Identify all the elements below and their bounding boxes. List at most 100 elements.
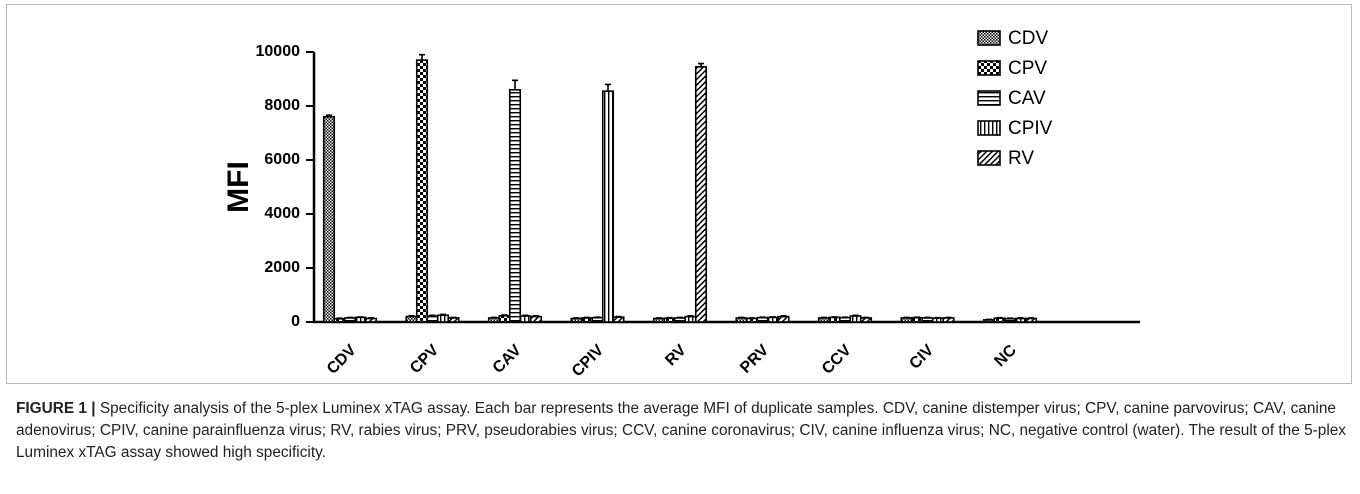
error-bar: [677, 316, 683, 319]
legend-label: CPV: [1008, 58, 1047, 79]
x-tick-label: PRV: [737, 342, 772, 377]
error-bar: [945, 316, 952, 319]
legend-swatch: [977, 120, 1001, 136]
bar: [931, 317, 945, 323]
error-bar: [935, 316, 941, 319]
y-tick-label: 4000: [264, 205, 300, 222]
bar: [1024, 317, 1038, 323]
bar: [1014, 317, 1027, 323]
error-bar: [863, 316, 869, 319]
y-tick-label: 10000: [256, 43, 301, 60]
error-bar: [759, 316, 766, 318]
x-tick-label: CDV: [324, 342, 360, 378]
bar: [777, 315, 790, 323]
x-tick-label: RV: [662, 342, 690, 370]
error-bar: [770, 316, 776, 318]
bar: [838, 316, 852, 323]
bar: [612, 316, 625, 323]
bar: [447, 317, 460, 323]
bar: [1003, 317, 1017, 323]
error-bar: [1007, 317, 1013, 320]
chart: MFI 0 2000 4000 6000 8000 10000 CDV CPV CAV CPIV R…: [222, 28, 1140, 381]
error-bar: [687, 314, 694, 317]
error-bar: [501, 314, 508, 316]
error-bar: [336, 317, 343, 320]
bar: [426, 315, 439, 323]
error-bar: [924, 316, 931, 319]
bar: [673, 317, 687, 323]
bar: [745, 317, 759, 323]
bar: [817, 317, 831, 323]
error-bar: [512, 79, 518, 90]
bar: [580, 317, 594, 323]
bar: [415, 59, 429, 323]
bar: [828, 316, 841, 323]
error-bar: [749, 317, 755, 319]
bar: [570, 317, 583, 323]
error-bar: [584, 316, 590, 319]
bar: [405, 315, 418, 323]
y-tick-label: 6000: [264, 151, 300, 168]
error-bar: [666, 316, 673, 319]
bar: [601, 90, 615, 323]
x-tick-label: CIV: [906, 342, 937, 373]
bar: [993, 317, 1006, 323]
error-bar: [914, 316, 920, 318]
error-bar: [573, 317, 580, 319]
x-tick-label: CPIV: [569, 342, 608, 381]
y-tick-label: 2000: [264, 259, 300, 276]
error-bar: [429, 314, 436, 317]
error-bar: [605, 83, 611, 92]
error-bar: [780, 314, 787, 317]
bar: [591, 316, 604, 323]
error-bar: [357, 316, 364, 318]
bar: [354, 316, 367, 323]
error-bar: [408, 314, 415, 317]
error-bar: [738, 316, 745, 319]
bar: [663, 317, 676, 323]
bar: [735, 317, 748, 323]
y-tick-label: 8000: [264, 97, 300, 114]
error-bar: [368, 317, 374, 319]
legend-label: CAV: [1008, 88, 1046, 109]
caption: FIGURE 1 | Specificity analysis of the 5…: [16, 398, 1346, 464]
legend-swatch: [977, 150, 1001, 166]
error-bar: [831, 316, 838, 318]
caption-label: FIGURE 1 |: [16, 400, 96, 417]
error-bar: [522, 314, 529, 317]
bar: [910, 316, 924, 323]
bar: [343, 317, 357, 323]
bar: [900, 317, 913, 323]
error-bar: [594, 316, 601, 318]
error-bar: [656, 317, 662, 319]
bar: [508, 89, 522, 323]
legend-label: RV: [1008, 148, 1034, 169]
error-bar: [491, 316, 497, 319]
y-axis-label: MFI: [222, 161, 255, 213]
bar: [529, 315, 543, 323]
y-tick-label: 0: [291, 313, 300, 330]
bar: [487, 317, 501, 323]
bar: [766, 316, 780, 323]
bar: [436, 314, 450, 323]
x-tick-label: CAV: [490, 342, 525, 377]
legend-swatch: [977, 90, 1001, 106]
bar: [519, 315, 532, 323]
bar: [859, 317, 873, 323]
error-bar: [450, 316, 457, 319]
x-tick-label: CCV: [819, 342, 855, 378]
error-bar: [615, 315, 622, 318]
error-bar: [533, 314, 539, 317]
error-bar: [698, 62, 704, 67]
bar: [684, 315, 697, 323]
bar: [333, 317, 346, 323]
figure-frame: [6, 4, 1352, 384]
legend-label: CPIV: [1008, 118, 1053, 139]
error-bar: [821, 316, 827, 319]
bar: [652, 317, 666, 323]
error-bar: [440, 313, 446, 316]
bar: [364, 317, 378, 323]
bar: [322, 116, 336, 323]
error-bar: [1017, 317, 1024, 319]
bar: [849, 315, 862, 323]
